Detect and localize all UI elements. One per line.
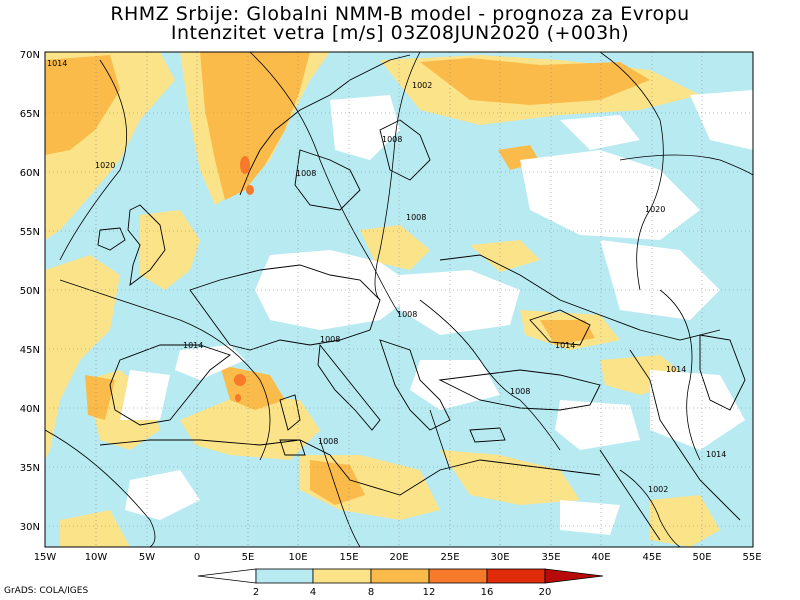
isobar-label: 1008: [318, 437, 338, 446]
graticule: [45, 52, 753, 547]
colorbar: 2 4 8 12 16 20: [197, 568, 604, 598]
isobar-label: 1002: [412, 81, 432, 90]
lon-label: 20E: [389, 552, 408, 563]
isobar-label: 1014: [183, 341, 203, 350]
map-subtitle: Intenzitet vetra [m/s] 03Z08JUN2020 (+00…: [170, 22, 630, 44]
lat-label: 35N: [20, 463, 40, 474]
credit-text: GrADS: COLA/IGES: [4, 586, 89, 596]
lat-label: 55N: [20, 227, 40, 238]
colorbar-tick: 20: [539, 587, 552, 598]
colorbar-segment: [312, 568, 372, 584]
longitude-labels: 15W 10W 5W 0 5E 10E 15E 20E 25E 30E 35E …: [34, 552, 762, 563]
lon-label: 45E: [642, 552, 661, 563]
lon-label: 40E: [591, 552, 610, 563]
colorbar-tick: 12: [423, 587, 436, 598]
lat-label: 45N: [20, 345, 40, 356]
colorbar-segment: [428, 568, 488, 584]
lat-label: 50N: [20, 286, 40, 297]
colorbar-segment: [370, 568, 430, 584]
isobar-label: 1008: [397, 310, 417, 319]
lat-label: 70N: [20, 50, 40, 61]
colorbar-tick: 8: [368, 587, 374, 598]
lon-label: 30E: [490, 552, 509, 563]
isobar-label: 1014: [555, 341, 575, 350]
lat-label: 40N: [20, 404, 40, 415]
isobar-label: 1020: [645, 205, 665, 214]
lat-label: 30N: [20, 522, 40, 533]
lon-label: 15E: [339, 552, 358, 563]
isobar-label: 1008: [406, 213, 426, 222]
isobars: [45, 52, 753, 547]
lon-label: 55E: [742, 552, 761, 563]
lon-label: 5W: [139, 552, 155, 563]
lon-label: 15W: [34, 552, 57, 563]
colorbar-tick: 4: [310, 587, 316, 598]
isobar-label: 1008: [320, 335, 340, 344]
colorbar-segment: [486, 568, 546, 584]
isobar-label: 1008: [296, 169, 316, 178]
lon-label: 10W: [85, 552, 108, 563]
lon-label: 50E: [692, 552, 711, 563]
lat-label: 60N: [20, 168, 40, 179]
isobar-label: 1014: [47, 59, 67, 68]
lat-label: 65N: [20, 109, 40, 120]
isobar-label: 1008: [510, 387, 530, 396]
isobar-label: 1002: [648, 485, 668, 494]
colorbar-tick: 16: [481, 587, 494, 598]
isobar-label: 1020: [95, 161, 115, 170]
colorbar-tick: 2: [253, 587, 259, 598]
lon-label: 10E: [288, 552, 307, 563]
coastlines: [97, 54, 746, 541]
colorbar-segment: [544, 568, 604, 584]
map-frame: [44, 51, 754, 548]
lon-label: 5E: [242, 552, 255, 563]
colorbar-segment: [197, 568, 257, 584]
lon-label: 0: [194, 552, 200, 563]
isobar-label: 1014: [666, 365, 686, 374]
isobar-label: 1008: [382, 135, 402, 144]
isobar-labels: 1002 1008 1008 1008 1008 1008 1008 1008 …: [47, 59, 726, 494]
latitude-labels: 70N 65N 60N 55N 50N 45N 40N 35N 30N: [20, 50, 40, 533]
map-title: RHMZ Srbije: Globalni NMM-B model - prog…: [110, 3, 690, 25]
colorbar-segment: [255, 568, 314, 584]
lon-label: 35E: [541, 552, 560, 563]
isobar-label: 1014: [706, 450, 726, 459]
calm-areas: [120, 90, 753, 535]
lon-label: 25E: [440, 552, 459, 563]
